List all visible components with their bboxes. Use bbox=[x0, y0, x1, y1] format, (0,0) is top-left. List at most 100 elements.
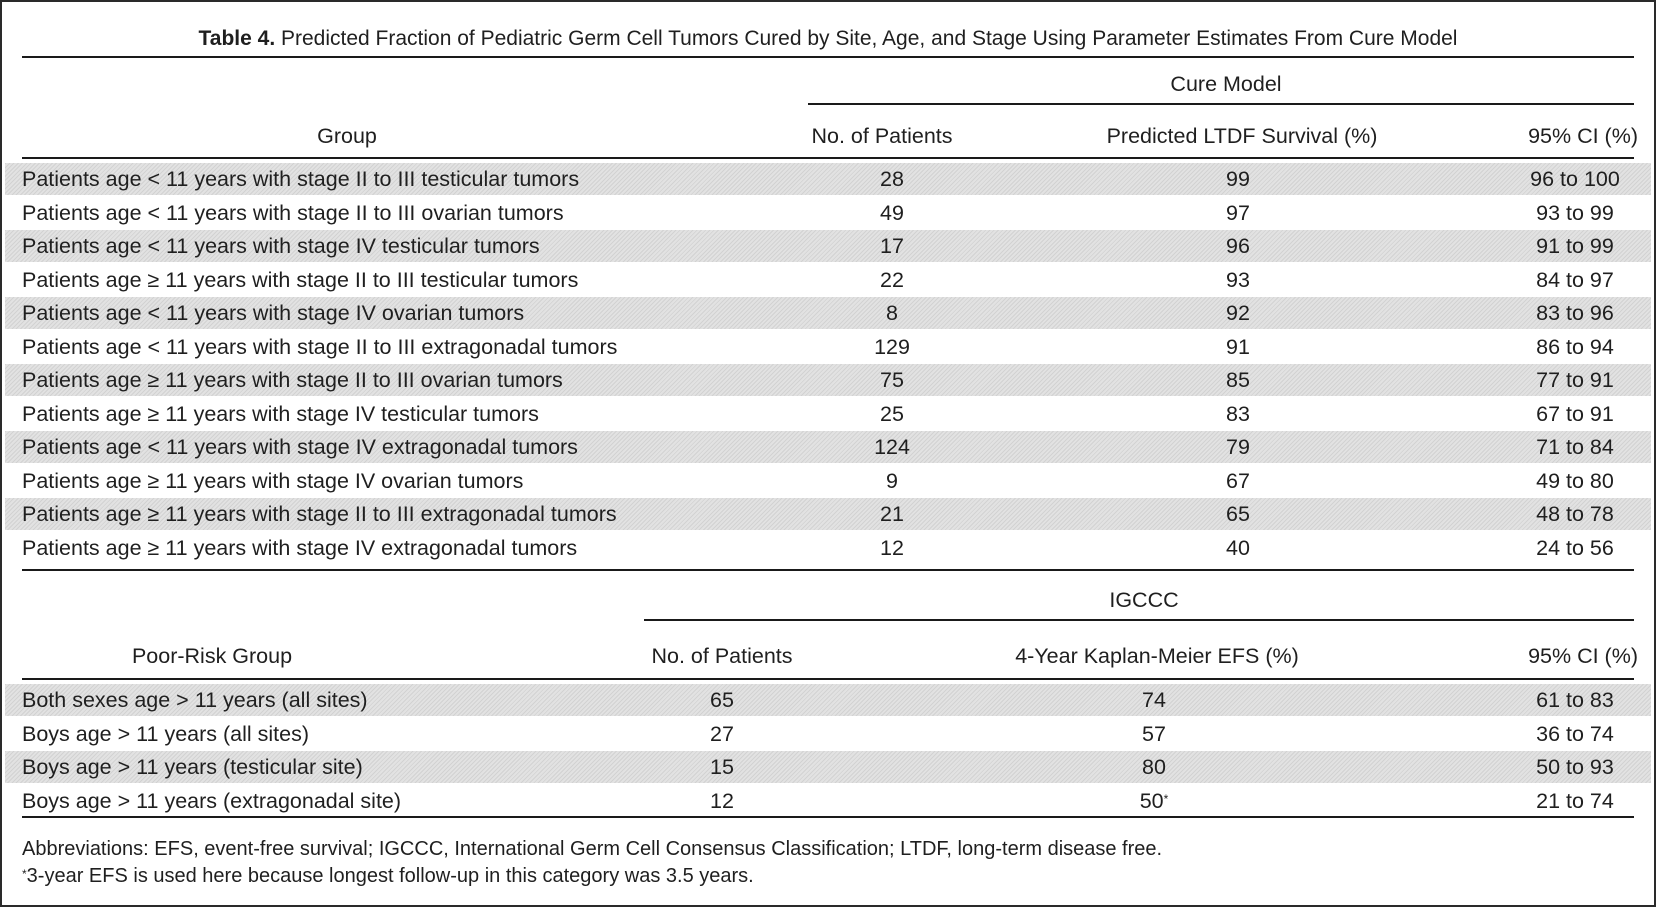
group-cell: Patients age ≥ 11 years with stage II to… bbox=[22, 368, 563, 392]
ci-cell: 84 to 97 bbox=[1536, 267, 1614, 292]
table-row: Patients age < 11 years with stage IV te… bbox=[5, 230, 1651, 262]
ci-cell: 93 to 99 bbox=[1536, 200, 1614, 225]
col-header-ci: 95% CI (%) bbox=[1528, 124, 1638, 148]
patients-cell: 15 bbox=[710, 755, 734, 779]
col-header-survival: Predicted LTDF Survival (%) bbox=[1106, 124, 1378, 148]
ci-cell: 86 to 94 bbox=[1536, 334, 1614, 359]
footnote-text: 3-year EFS is used here because longest … bbox=[26, 865, 754, 887]
ci-cell: 77 to 91 bbox=[1536, 368, 1614, 392]
table-row: Patients age ≥ 11 years with stage II to… bbox=[5, 264, 1651, 296]
igccc-span-rule bbox=[644, 619, 1634, 621]
value-text: 57 bbox=[1142, 721, 1166, 746]
ci-cell: 21 to 74 bbox=[1536, 788, 1614, 813]
value-text: 85 bbox=[1226, 368, 1250, 392]
cure-model-group-header: Cure Model bbox=[1170, 72, 1282, 96]
value-cell: 83 bbox=[1178, 400, 1298, 428]
patients-cell: 17 bbox=[880, 234, 904, 258]
value-cell: 93 bbox=[1178, 266, 1298, 294]
table-row: Patients age < 11 years with stage IV ex… bbox=[5, 431, 1651, 463]
patients-cell: 49 bbox=[880, 200, 904, 225]
ci-cell: 61 to 83 bbox=[1536, 688, 1614, 712]
value-text: 79 bbox=[1226, 435, 1250, 459]
ci-cell: 50 to 93 bbox=[1536, 755, 1614, 779]
ci-cell: 36 to 74 bbox=[1536, 721, 1614, 746]
group-cell: Patients age ≥ 11 years with stage IV ex… bbox=[22, 535, 578, 560]
patients-cell: 12 bbox=[880, 535, 904, 560]
value-cell: 80 bbox=[1094, 753, 1214, 781]
footnote-mark: * bbox=[22, 867, 27, 881]
table-row: Boys age > 11 years (extragonadal site) 1… bbox=[5, 785, 1651, 817]
col-header-group: Group bbox=[317, 124, 377, 148]
group-cell: Patients age ≥ 11 years with stage IV te… bbox=[22, 401, 539, 426]
value-cell: 99 bbox=[1178, 165, 1298, 193]
group-cell: Patients age ≥ 11 years with stage IV ov… bbox=[22, 468, 524, 493]
section1-bottom-rule bbox=[22, 569, 1634, 571]
ci-cell: 67 to 91 bbox=[1536, 401, 1614, 426]
table-row: Patients age ≥ 11 years with stage IV ov… bbox=[5, 465, 1651, 497]
patients-cell: 124 bbox=[874, 435, 910, 459]
patients-cell: 22 bbox=[880, 267, 904, 292]
value-cell: 96 bbox=[1178, 232, 1298, 260]
ci-cell: 96 to 100 bbox=[1530, 167, 1620, 191]
group-cell: Patients age ≥ 11 years with stage II to… bbox=[22, 502, 617, 526]
header-rule bbox=[22, 157, 1634, 159]
value-text: 96 bbox=[1226, 234, 1250, 258]
patients-cell: 12 bbox=[710, 788, 734, 813]
col-header-efs: 4-Year Kaplan-Meier EFS (%) bbox=[1015, 644, 1299, 668]
table-row: Patients age < 11 years with stage II to… bbox=[5, 197, 1651, 229]
group-cell: Patients age < 11 years with stage IV ex… bbox=[22, 435, 578, 459]
value-cell: 50* bbox=[1094, 787, 1214, 815]
ci-cell: 71 to 84 bbox=[1536, 435, 1614, 459]
group-cell: Both sexes age > 11 years (all sites) bbox=[22, 688, 368, 712]
table-row: Patients age < 11 years with stage II to… bbox=[5, 163, 1651, 195]
caption-rule bbox=[22, 56, 1634, 58]
group-cell: Patients age < 11 years with stage IV ov… bbox=[22, 301, 525, 325]
value-text: 93 bbox=[1226, 267, 1250, 292]
patients-cell: 65 bbox=[710, 688, 734, 712]
table-bottom-rule bbox=[22, 816, 1634, 818]
value-cell: 67 bbox=[1178, 467, 1298, 495]
table-label: Table 4. bbox=[198, 27, 276, 50]
table-row: Boys age > 11 years (all sites) 27 57 36 to… bbox=[5, 718, 1651, 750]
value-text: 92 bbox=[1226, 301, 1250, 325]
ci-cell: 91 to 99 bbox=[1536, 234, 1614, 258]
ci-cell: 24 to 56 bbox=[1536, 535, 1614, 560]
footnote-mark-ref: * bbox=[1163, 791, 1169, 806]
footnote-note: *3-year EFS is used here because longest… bbox=[22, 863, 754, 889]
group-cell: Patients age < 11 years with stage II to… bbox=[22, 200, 564, 225]
igccc-group-header: IGCCC bbox=[1109, 588, 1179, 612]
value-cell: 85 bbox=[1178, 366, 1298, 394]
value-text: 67 bbox=[1226, 468, 1250, 493]
value-cell: 40 bbox=[1178, 534, 1298, 562]
value-cell: 79 bbox=[1178, 433, 1298, 461]
table-row: Patients age ≥ 11 years with stage II to… bbox=[5, 498, 1651, 530]
table-row: Patients age ≥ 11 years with stage II to… bbox=[5, 364, 1651, 396]
group-cell: Patients age ≥ 11 years with stage II to… bbox=[22, 267, 579, 292]
value-cell: 57 bbox=[1094, 720, 1214, 748]
col-header-patients: No. of Patients bbox=[811, 124, 953, 148]
table-title: Predicted Fraction of Pediatric Germ Cel… bbox=[275, 27, 1458, 50]
table-row: Patients age ≥ 11 years with stage IV te… bbox=[5, 398, 1651, 430]
value-text: 97 bbox=[1226, 200, 1250, 225]
patients-cell: 28 bbox=[880, 167, 904, 191]
patients-cell: 21 bbox=[880, 502, 904, 526]
group-cell: Patients age < 11 years with stage IV te… bbox=[22, 234, 540, 258]
ci-cell: 49 to 80 bbox=[1536, 468, 1614, 493]
table-row: Boys age > 11 years (testicular site) 15 8… bbox=[5, 751, 1651, 783]
col-header-ci-2: 95% CI (%) bbox=[1528, 644, 1638, 668]
group-cell: Patients age < 11 years with stage II to… bbox=[22, 334, 618, 359]
value-cell: 91 bbox=[1178, 333, 1298, 361]
table-row: Patients age ≥ 11 years with stage IV ex… bbox=[5, 532, 1651, 564]
table-row: Patients age < 11 years with stage IV ov… bbox=[5, 297, 1651, 329]
group-cell: Boys age > 11 years (all sites) bbox=[22, 721, 309, 746]
value-cell: 97 bbox=[1178, 199, 1298, 227]
table-row: Both sexes age > 11 years (all sites) 65 7… bbox=[5, 684, 1651, 716]
ci-cell: 48 to 78 bbox=[1536, 502, 1614, 526]
value-text: 80 bbox=[1142, 755, 1166, 779]
patients-cell: 27 bbox=[710, 721, 734, 746]
col-header-poor-risk-group: Poor-Risk Group bbox=[131, 644, 293, 668]
value-text: 40 bbox=[1226, 535, 1250, 560]
patients-cell: 75 bbox=[880, 368, 904, 392]
table-row: Patients age < 11 years with stage II to… bbox=[5, 331, 1651, 363]
table-caption: Table 4. Predicted Fraction of Pediatric… bbox=[22, 22, 1634, 56]
